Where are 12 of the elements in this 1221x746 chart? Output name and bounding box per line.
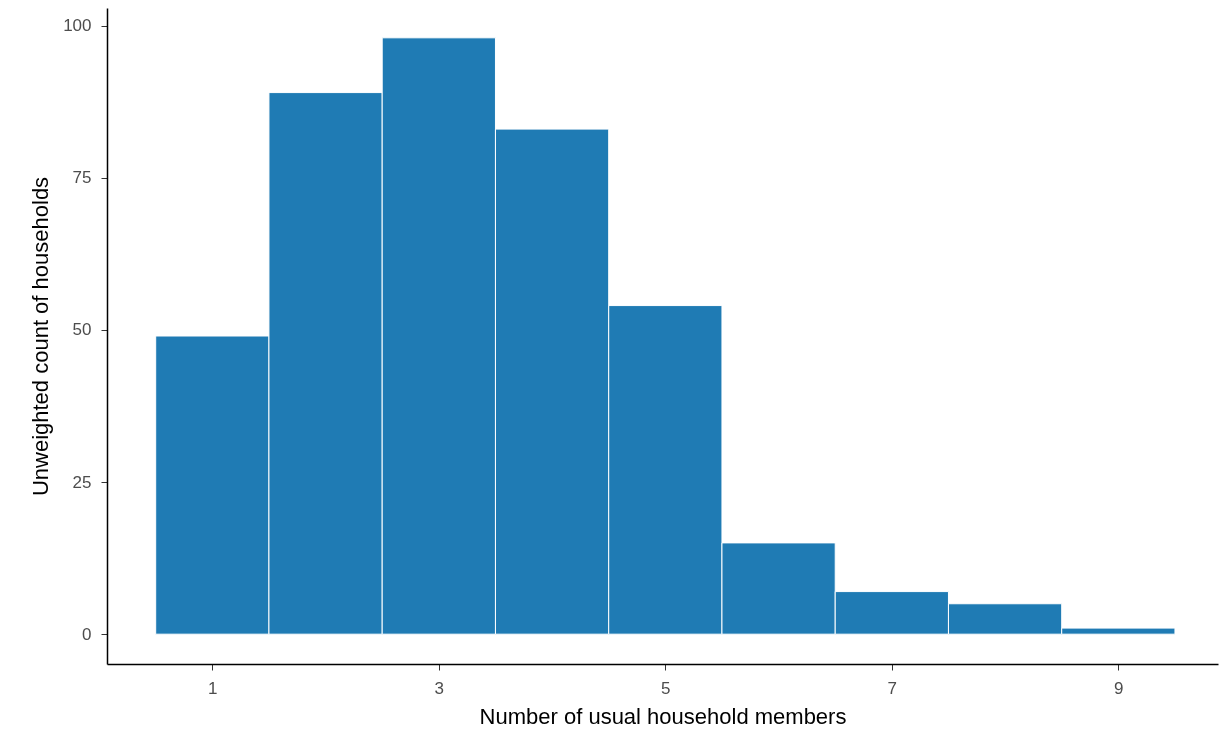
y-tick-label: 0: [82, 624, 92, 644]
y-tick-label: 100: [63, 16, 92, 36]
y-tick-label: 25: [72, 472, 92, 492]
x-axis-title: Number of usual household members: [479, 703, 847, 729]
y-tick-label: 75: [72, 168, 92, 188]
x-tick-label: 3: [434, 678, 445, 698]
x-tick-label: 7: [887, 678, 898, 698]
x-tick-label: 9: [1114, 678, 1124, 698]
y-tick-label: 50: [72, 320, 92, 340]
x-tick-label: 1: [208, 678, 218, 698]
y-axis-title: Unweighted count of households: [28, 176, 54, 497]
x-tick-label: 5: [661, 678, 671, 698]
